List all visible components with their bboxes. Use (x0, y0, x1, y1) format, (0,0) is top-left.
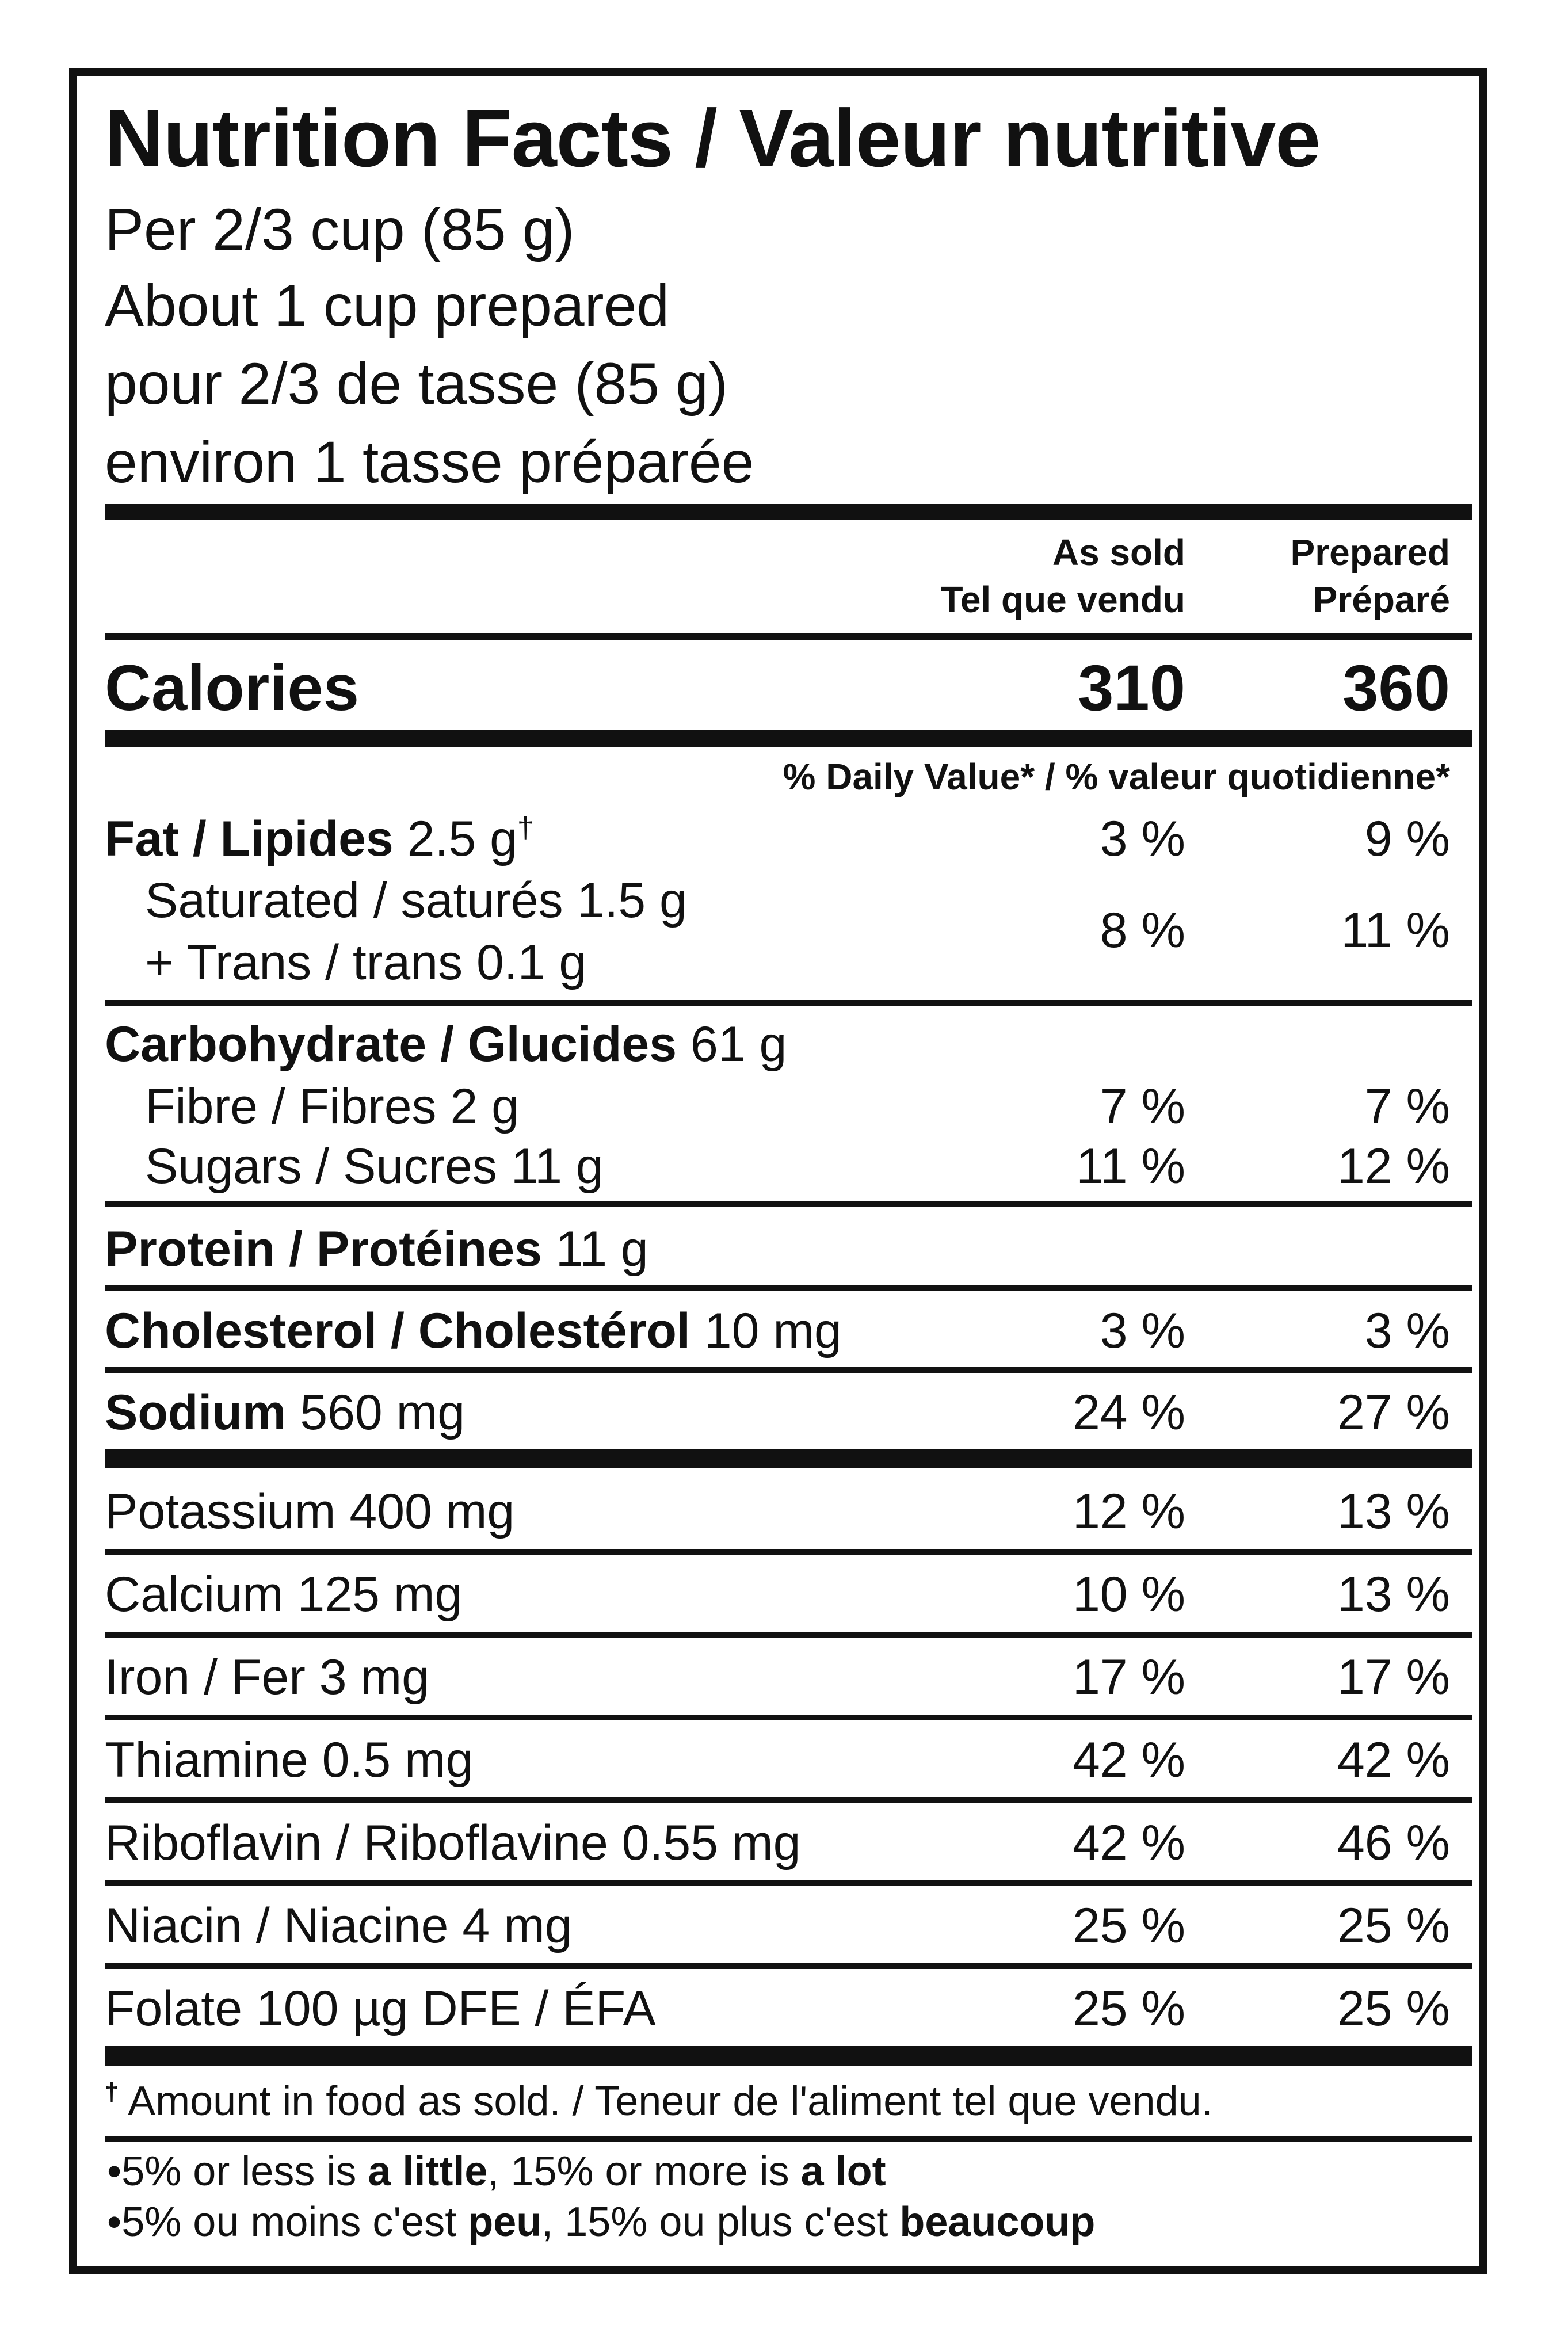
col-header-as-sold-fr: Tel que vendu (940, 579, 1185, 620)
folate-prepared: 25 % (1337, 1981, 1450, 2036)
footnote-text: Amount in food as sold. / Teneur de l'al… (128, 2078, 1213, 2124)
rule-after-protein (105, 1285, 1472, 1291)
footer-line-en: •5% or less is a little, 15% or more is … (107, 2151, 886, 2192)
folate-as-sold: 25 % (1072, 1981, 1185, 2036)
folate-label: Folate 100 µg DFE / ÉFA (105, 1981, 656, 2036)
nutrition-facts-panel (69, 68, 1487, 2274)
rule-after-fat (105, 1000, 1472, 1006)
rule-after-riboflavin (105, 1880, 1472, 1886)
cholesterol-amount: 10 mg (704, 1303, 842, 1358)
iron-as-sold: 17 % (1072, 1650, 1185, 1705)
potassium-prepared: 13 % (1337, 1484, 1450, 1539)
footer-fr-pre: •5% ou moins c'est (107, 2199, 468, 2245)
rule-after-potassium (105, 1549, 1472, 1555)
calcium-prepared: 13 % (1337, 1567, 1450, 1622)
protein-amount: 11 g (555, 1222, 648, 1277)
calories-as-sold: 310 (1078, 652, 1185, 724)
thiamine-as-sold: 42 % (1072, 1732, 1185, 1788)
riboflavin-prepared: 46 % (1337, 1815, 1450, 1871)
potassium-as-sold: 12 % (1072, 1484, 1185, 1539)
footer-en-pre: •5% or less is (107, 2148, 368, 2195)
thiamine-prepared: 42 % (1337, 1732, 1450, 1788)
footer-fr-beaucoup: beaucoup (899, 2199, 1096, 2245)
footer-en-mid: , 15% or more is (487, 2148, 801, 2195)
fat-as-sold: 3 % (1100, 811, 1185, 867)
serving-line-1: Per 2/3 cup (85 g) (105, 197, 575, 262)
sodium-as-sold: 24 % (1072, 1385, 1185, 1440)
footer-fr-mid: , 15% ou plus c'est (541, 2199, 900, 2245)
serving-line-3: pour 2/3 de tasse (85 g) (105, 351, 728, 417)
rule-after-iron (105, 1715, 1472, 1720)
sugars-label: Sugars / Sucres 11 g (145, 1139, 604, 1194)
calories-label: Calories (105, 652, 359, 724)
carbohydrate-amount: 61 g (690, 1017, 787, 1072)
protein-row-label: Protein / Protéines 11 g (105, 1224, 648, 1274)
cholesterol-name: Cholesterol / Cholestérol (105, 1303, 690, 1358)
calories-prepared: 360 (1342, 652, 1450, 724)
sugars-prepared: 12 % (1337, 1139, 1450, 1194)
fibre-prepared: 7 % (1364, 1079, 1450, 1134)
daily-value-header: % Daily Value* / % valeur quotidienne* (783, 756, 1450, 797)
col-header-prepared-en: Prepared (1290, 532, 1450, 573)
rule-under-headers (105, 633, 1472, 640)
cholesterol-row-label: Cholesterol / Cholestérol 10 mg (105, 1306, 842, 1356)
saturated-as-sold: 8 % (1100, 903, 1185, 958)
niacin-label: Niacin / Niacine 4 mg (105, 1898, 573, 1953)
rule-after-niacin (105, 1963, 1472, 1969)
col-header-as-sold-en: As sold (1052, 532, 1185, 573)
niacin-prepared: 25 % (1337, 1898, 1450, 1953)
fibre-label: Fibre / Fibres 2 g (145, 1079, 519, 1134)
cholesterol-prepared: 3 % (1364, 1303, 1450, 1358)
rule-after-thiamine (105, 1797, 1472, 1803)
footnote-dagger: † (105, 2078, 119, 2106)
riboflavin-as-sold: 42 % (1072, 1815, 1185, 1871)
potassium-label: Potassium 400 mg (105, 1484, 515, 1539)
serving-line-2: About 1 cup prepared (105, 273, 670, 338)
sodium-amount: 560 mg (300, 1385, 466, 1440)
footnote-row: † Amount in food as sold. / Teneur de l'… (105, 2078, 1213, 2124)
col-header-prepared-fr: Préparé (1313, 579, 1450, 620)
fat-dagger: † (517, 811, 534, 845)
calcium-as-sold: 10 % (1072, 1567, 1185, 1622)
calcium-label: Calcium 125 mg (105, 1567, 463, 1622)
sodium-row-label: Sodium 560 mg (105, 1388, 465, 1437)
fat-name: Fat / Lipides (105, 811, 394, 867)
fibre-as-sold: 7 % (1100, 1079, 1185, 1134)
sugars-as-sold: 11 % (1076, 1139, 1185, 1194)
sodium-prepared: 27 % (1337, 1385, 1450, 1440)
protein-name: Protein / Protéines (105, 1222, 542, 1277)
niacin-as-sold: 25 % (1072, 1898, 1185, 1953)
iron-prepared: 17 % (1337, 1650, 1450, 1705)
footer-fr-peu: peu (468, 2199, 542, 2245)
saturated-line: Saturated / saturés 1.5 g (145, 873, 687, 928)
saturated-prepared: 11 % (1341, 903, 1450, 958)
thiamine-label: Thiamine 0.5 mg (105, 1732, 474, 1788)
fat-amount: 2.5 g (407, 811, 517, 867)
rule-thick-top (105, 504, 1472, 520)
rule-before-footer (105, 2136, 1472, 2142)
rule-thick-sodium (105, 1449, 1472, 1468)
serving-line-4: environ 1 tasse préparée (105, 429, 754, 495)
label-title: Nutrition Facts / Valeur nutritive (105, 93, 1321, 184)
footer-line-fr: •5% ou moins c'est peu, 15% ou plus c'es… (107, 2201, 1095, 2243)
rule-after-carbohydrate (105, 1201, 1472, 1207)
rule-after-calcium (105, 1632, 1472, 1638)
rule-thick-calories (105, 730, 1472, 747)
trans-line: + Trans / trans 0.1 g (145, 935, 587, 990)
rule-thick-bottom (105, 2046, 1472, 2066)
footer-en-a-lot: a lot (800, 2148, 886, 2195)
footer-en-a-little: a little (368, 2148, 488, 2195)
fat-prepared: 9 % (1364, 811, 1450, 867)
sodium-name: Sodium (105, 1385, 287, 1440)
fat-row-label: Fat / Lipides 2.5 g† (105, 811, 534, 867)
carbohydrate-name: Carbohydrate / Glucides (105, 1017, 677, 1072)
rule-after-cholesterol (105, 1367, 1472, 1373)
riboflavin-label: Riboflavin / Riboflavine 0.55 mg (105, 1815, 801, 1871)
cholesterol-as-sold: 3 % (1100, 1303, 1185, 1358)
iron-label: Iron / Fer 3 mg (105, 1650, 429, 1705)
carbohydrate-row-label: Carbohydrate / Glucides 61 g (105, 1020, 787, 1069)
